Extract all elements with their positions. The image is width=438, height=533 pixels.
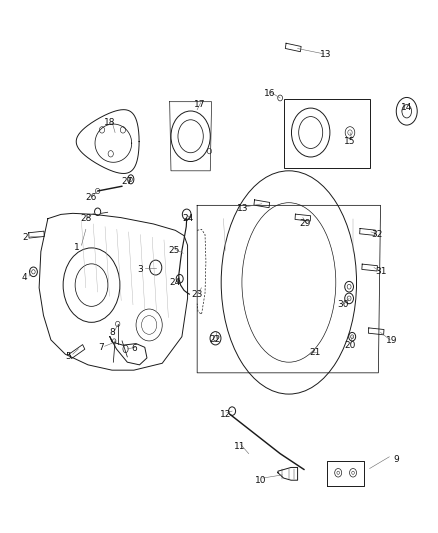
Text: 13: 13 (237, 204, 249, 213)
Text: 9: 9 (393, 455, 399, 464)
Text: 25: 25 (169, 246, 180, 255)
Text: 22: 22 (209, 335, 220, 344)
Text: 20: 20 (344, 341, 356, 350)
Text: 28: 28 (80, 214, 92, 223)
Text: 7: 7 (98, 343, 104, 352)
Text: 30: 30 (338, 300, 349, 309)
Text: 13: 13 (320, 51, 332, 59)
Text: 15: 15 (344, 137, 356, 146)
Text: 26: 26 (86, 193, 97, 202)
Text: 31: 31 (375, 268, 386, 276)
Text: 24: 24 (183, 214, 194, 223)
Bar (285, 99, 370, 168)
Text: 32: 32 (371, 230, 383, 239)
Text: 16: 16 (264, 89, 275, 98)
Text: 4: 4 (22, 273, 28, 281)
Text: 17: 17 (194, 100, 205, 109)
Text: 2: 2 (22, 233, 28, 242)
Text: 21: 21 (309, 348, 321, 357)
Text: 1: 1 (74, 244, 80, 253)
Text: 23: 23 (191, 289, 203, 298)
Text: 3: 3 (138, 265, 143, 273)
Text: 10: 10 (255, 476, 266, 484)
Text: 19: 19 (386, 336, 397, 345)
Text: 11: 11 (234, 442, 246, 451)
Text: 5: 5 (66, 352, 71, 361)
Text: 14: 14 (401, 102, 413, 111)
Text: 24: 24 (170, 278, 181, 287)
Text: 18: 18 (104, 118, 116, 127)
Text: 8: 8 (109, 328, 115, 337)
Text: 29: 29 (300, 220, 311, 229)
Text: 6: 6 (131, 344, 137, 353)
Text: 12: 12 (220, 410, 231, 419)
Text: 27: 27 (122, 177, 133, 186)
